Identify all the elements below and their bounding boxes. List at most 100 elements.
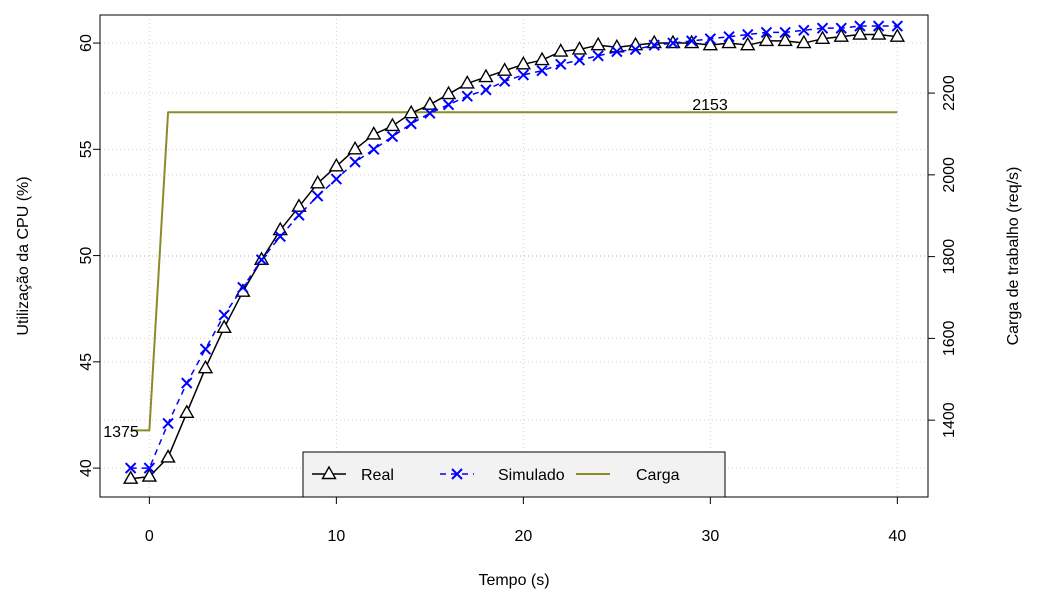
point-simulado <box>723 30 735 43</box>
legend-label-simulado: Simulado <box>498 467 565 484</box>
point-simulado <box>592 50 604 62</box>
point-simulado <box>386 130 399 143</box>
point-real <box>216 319 232 334</box>
x-tick-label: 20 <box>514 528 532 545</box>
annotations: 1375 2153 <box>103 97 728 441</box>
y-axis-title: Utilização da CPU (%) <box>15 176 32 335</box>
point-real <box>852 26 868 40</box>
point-simulado <box>611 45 623 58</box>
point-simulado <box>629 43 642 56</box>
point-simulado <box>536 64 548 77</box>
axes: 0 10 20 30 40 40 45 50 55 60 1400 1600 1800 2000 2200 <box>78 34 958 545</box>
point-simulado <box>442 98 455 111</box>
x-axis-title: Tempo (s) <box>478 572 549 589</box>
point-simulado <box>293 209 305 221</box>
point-real <box>440 85 457 100</box>
point-real <box>702 36 719 51</box>
point-simulado <box>835 22 847 34</box>
point-simulado <box>667 37 679 49</box>
y2-tick-label: 2200 <box>941 75 958 111</box>
point-simulado <box>704 33 717 45</box>
legend-marker-real <box>321 465 337 480</box>
annotation-final-load: 2153 <box>692 97 728 114</box>
point-simulado <box>461 90 473 102</box>
point-simulado <box>162 417 174 430</box>
point-real <box>814 30 831 45</box>
point-simulado <box>330 173 343 185</box>
point-real <box>160 449 176 463</box>
point-real <box>590 36 606 51</box>
point-real <box>141 468 158 482</box>
point-simulado <box>798 24 810 37</box>
point-simulado <box>368 143 380 156</box>
point-real <box>721 34 737 49</box>
point-real <box>515 55 532 70</box>
point-simulado <box>274 230 286 243</box>
point-simulado <box>760 26 773 39</box>
point-real <box>796 34 812 49</box>
point-real <box>422 96 438 110</box>
point-simulado <box>405 118 417 130</box>
point-simulado <box>891 20 904 32</box>
point-simulado <box>872 20 885 32</box>
annotation-initial-load: 1375 <box>103 424 139 441</box>
point-simulado <box>124 462 137 474</box>
point-real <box>384 117 401 132</box>
point-real <box>496 62 513 76</box>
series-line-carga <box>130 111 898 432</box>
point-simulado <box>255 254 268 266</box>
series-layer <box>122 20 906 484</box>
point-real <box>478 68 494 83</box>
y2-tick-label: 1800 <box>941 239 958 275</box>
point-real <box>328 157 345 172</box>
point-simulado <box>498 75 511 88</box>
point-real <box>197 359 214 374</box>
y2-tick-label: 1400 <box>941 402 958 438</box>
point-simulado <box>181 377 193 389</box>
point-real <box>758 32 775 47</box>
point-simulado <box>648 39 660 51</box>
point-real <box>571 41 588 55</box>
point-real <box>347 140 363 155</box>
legend: Real Simulado Carga <box>302 451 726 498</box>
point-simulado <box>480 84 492 96</box>
point-real <box>833 28 849 42</box>
point-real <box>179 404 195 419</box>
point-real <box>740 36 756 51</box>
point-real <box>870 26 887 40</box>
y-tick-label: 55 <box>78 140 95 158</box>
point-real <box>889 28 906 42</box>
point-real <box>309 174 326 189</box>
series-line-simulado <box>130 25 898 469</box>
point-simulado <box>218 309 230 321</box>
x-tick-label: 0 <box>145 528 154 545</box>
point-simulado <box>742 28 754 41</box>
point-real <box>366 126 382 140</box>
grid <box>100 15 928 497</box>
y2-axis-title: Carga de trabalho (req/s) <box>1005 167 1022 346</box>
legend-label-carga: Carga <box>636 467 680 484</box>
x-tick-label: 30 <box>701 528 719 545</box>
point-real <box>534 51 550 66</box>
legend-marker-simulado <box>451 468 463 480</box>
y-tick-label: 50 <box>78 247 95 265</box>
point-simulado <box>349 156 361 168</box>
point-real <box>553 43 569 57</box>
point-simulado <box>816 22 829 34</box>
point-simulado <box>237 281 249 294</box>
point-simulado <box>779 26 791 39</box>
point-simulado <box>311 190 324 202</box>
y-tick-label: 40 <box>78 459 95 477</box>
point-simulado <box>555 58 567 71</box>
y-tick-label: 60 <box>78 34 95 52</box>
point-simulado <box>143 462 156 474</box>
point-real <box>291 198 307 212</box>
y2-tick-label: 2000 <box>941 157 958 193</box>
y2-tick-label: 1600 <box>941 320 958 356</box>
y-tick-label: 45 <box>78 353 95 371</box>
point-simulado <box>199 343 212 355</box>
point-real <box>403 104 419 119</box>
point-simulado <box>854 20 866 32</box>
